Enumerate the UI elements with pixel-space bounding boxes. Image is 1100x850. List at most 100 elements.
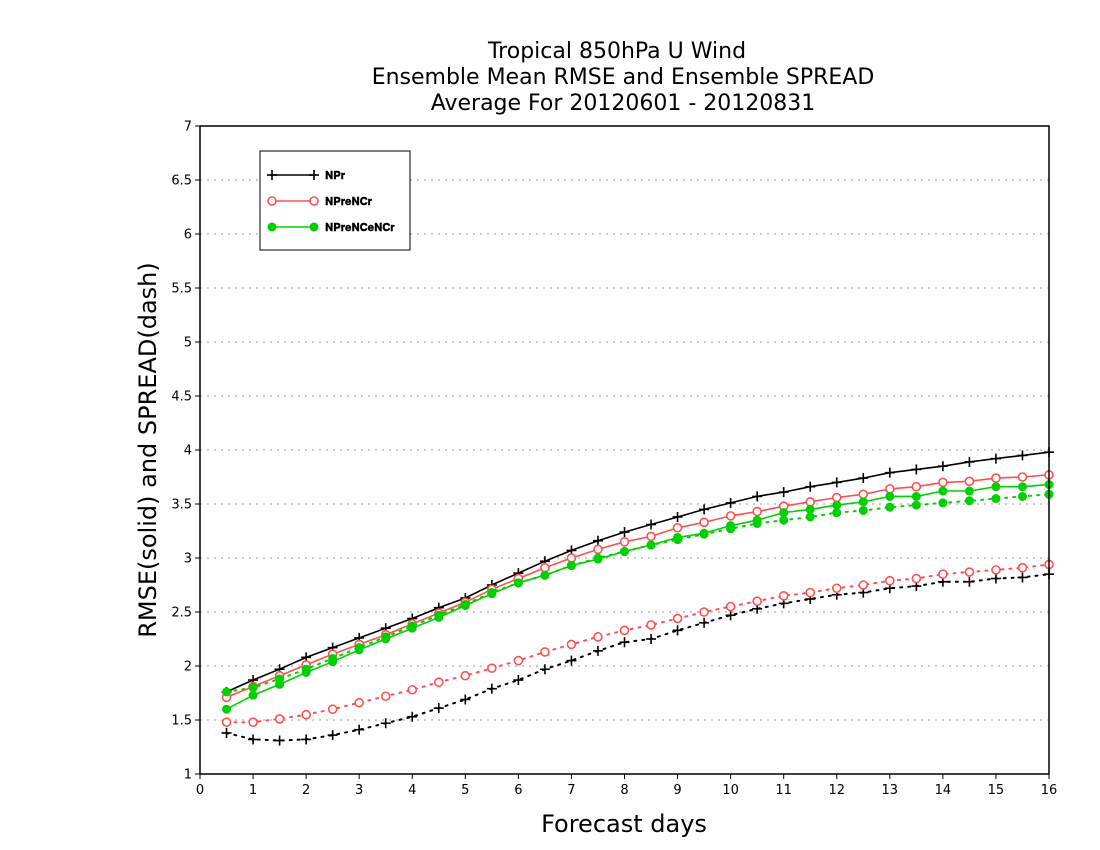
series-2-rmse-point bbox=[885, 484, 895, 494]
series-3-rmse-point bbox=[779, 508, 789, 518]
x-tick-label: 14 bbox=[935, 783, 952, 798]
series-3-spread-point bbox=[938, 498, 948, 508]
series-2-spread-point bbox=[831, 583, 842, 594]
series-2-rmse-point bbox=[964, 476, 975, 487]
series-1-spread-point bbox=[248, 734, 259, 745]
series-1-spread-point bbox=[301, 734, 312, 745]
series-1-rmse-point bbox=[646, 519, 657, 530]
series-2-spread-point bbox=[991, 565, 1001, 575]
series-3-rmse-point bbox=[540, 570, 550, 580]
y-tick-label: 2 bbox=[184, 660, 192, 675]
y-tick-label: 3 bbox=[184, 552, 192, 567]
series-2-rmse-point bbox=[938, 477, 948, 488]
x-tick-label: 16 bbox=[1041, 783, 1058, 798]
series-1-spread-point bbox=[619, 637, 630, 648]
series-2-spread-point bbox=[327, 704, 338, 715]
series-2-rmse-point bbox=[699, 517, 709, 528]
series-1-rmse-point bbox=[831, 477, 842, 488]
series-3-rmse-point bbox=[354, 645, 364, 655]
series-3-rmse-point bbox=[566, 561, 576, 571]
series-1-rmse-point bbox=[778, 487, 789, 498]
series-1-spread-point bbox=[221, 727, 232, 738]
series-1-rmse-point bbox=[990, 453, 1001, 464]
legend-label: 𝐍𝐏𝐫𝐞𝐍𝐂𝐞𝐍𝐂𝐫 bbox=[325, 221, 395, 234]
series-1-spread-point bbox=[274, 735, 285, 746]
series-3-rmse-point bbox=[1017, 482, 1027, 492]
series-3-rmse-point bbox=[328, 657, 338, 667]
x-tick-label: 0 bbox=[196, 783, 204, 798]
series-2-rmse-point bbox=[831, 492, 842, 503]
legend-entry-1: 𝐍𝐏𝐫 bbox=[267, 169, 346, 182]
series-2-spread-point bbox=[1017, 562, 1028, 573]
legend-entries: 𝐍𝐏𝐫 𝐍𝐏𝐫𝐞𝐍𝐂𝐫 𝐍𝐏𝐫𝐞𝐍𝐂𝐞𝐍𝐂𝐫 bbox=[267, 169, 395, 234]
series-2-rmse-point bbox=[725, 511, 736, 521]
x-tick-label: 11 bbox=[775, 783, 792, 798]
x-axis-label: Forecast days bbox=[541, 810, 707, 838]
series-3-rmse-point bbox=[805, 504, 815, 514]
series-3-spread-point bbox=[858, 505, 868, 515]
legend-entry-2: 𝐍𝐏𝐫𝐞𝐍𝐂𝐫 bbox=[267, 195, 373, 208]
series-2-spread-point bbox=[938, 569, 948, 580]
y-tick-label: 5 bbox=[184, 336, 192, 351]
x-tick-label: 15 bbox=[988, 783, 1005, 798]
series-3-rmse-point bbox=[248, 690, 258, 700]
series-1-rmse-point bbox=[592, 535, 603, 546]
series-2-spread-point bbox=[221, 717, 232, 727]
series-2-rmse-point bbox=[858, 489, 869, 500]
series-3-spread-point bbox=[1017, 491, 1027, 501]
series-2-spread-point bbox=[433, 677, 444, 688]
y-tick-label: 4 bbox=[184, 444, 192, 459]
series-2-rmse-point bbox=[646, 531, 656, 542]
series-3-spread-point bbox=[991, 494, 1001, 504]
series-1-spread-point bbox=[990, 573, 1001, 584]
series-2-spread-point bbox=[725, 601, 736, 612]
series-1-spread-point bbox=[433, 703, 444, 714]
series-2-rmse-point bbox=[593, 544, 603, 555]
series-3-rmse-point bbox=[381, 634, 391, 644]
y-tick-label: 7 bbox=[184, 120, 192, 135]
series-3-rmse-point bbox=[301, 667, 311, 677]
series-1-spread-point bbox=[354, 724, 365, 735]
title-line-1: Tropical 850hPa U Wind bbox=[487, 39, 746, 64]
series-3-rmse-point bbox=[646, 540, 656, 550]
series-2-spread-point bbox=[380, 691, 391, 702]
series-1-rmse-point bbox=[911, 464, 922, 475]
series-1-spread-point bbox=[1017, 572, 1028, 583]
x-tick-label: 8 bbox=[620, 783, 628, 798]
series-1-spread-point bbox=[672, 625, 683, 636]
series-2-spread-point bbox=[778, 590, 789, 601]
series-1-spread-point bbox=[592, 645, 603, 656]
series-2-rmse-point bbox=[619, 536, 630, 547]
series-3-rmse-point bbox=[752, 515, 762, 525]
series-2-rmse-point bbox=[566, 553, 577, 563]
x-tick-label: 2 bbox=[302, 783, 310, 798]
y-tick-label: 5.5 bbox=[171, 282, 192, 297]
series-2-spread-point bbox=[248, 717, 258, 727]
series-3-rmse-point bbox=[460, 601, 470, 611]
x-tick-label: 6 bbox=[514, 783, 522, 798]
series-3-rmse-point bbox=[726, 521, 736, 531]
series-3-rmse-point bbox=[964, 486, 974, 496]
title-line-2: Ensemble Mean RMSE and Ensemble SPREAD bbox=[372, 65, 875, 90]
series-1-spread-point bbox=[460, 694, 471, 705]
series-1-spread-point bbox=[407, 711, 418, 722]
series-3-rmse-point bbox=[434, 612, 444, 622]
series-group bbox=[221, 447, 1054, 746]
series-1-rmse-point bbox=[805, 481, 816, 492]
series-1-spread-point bbox=[699, 617, 710, 628]
y-tick-label: 4.5 bbox=[171, 390, 192, 405]
x-axis-ticks: 0 1 2 3 4 5 6 7 8 9 10 11 12 13 14 15 16 bbox=[196, 774, 1057, 798]
series-2-spread-point bbox=[487, 663, 497, 673]
series-2-spread-point bbox=[354, 697, 364, 708]
y-axis-label: RMSE(solid) and SPREAD(dash) bbox=[134, 262, 162, 638]
series-2-spread-line bbox=[225, 563, 1050, 724]
series-3-rmse-point bbox=[699, 528, 709, 538]
y-tick-label: 2.5 bbox=[171, 606, 192, 621]
series-1-rmse-point bbox=[858, 473, 869, 484]
series-3-rmse-point bbox=[938, 486, 948, 496]
y-tick-label: 1.5 bbox=[171, 714, 192, 729]
series-1-rmse-point bbox=[752, 491, 763, 502]
series-3-spread-point bbox=[248, 683, 258, 693]
